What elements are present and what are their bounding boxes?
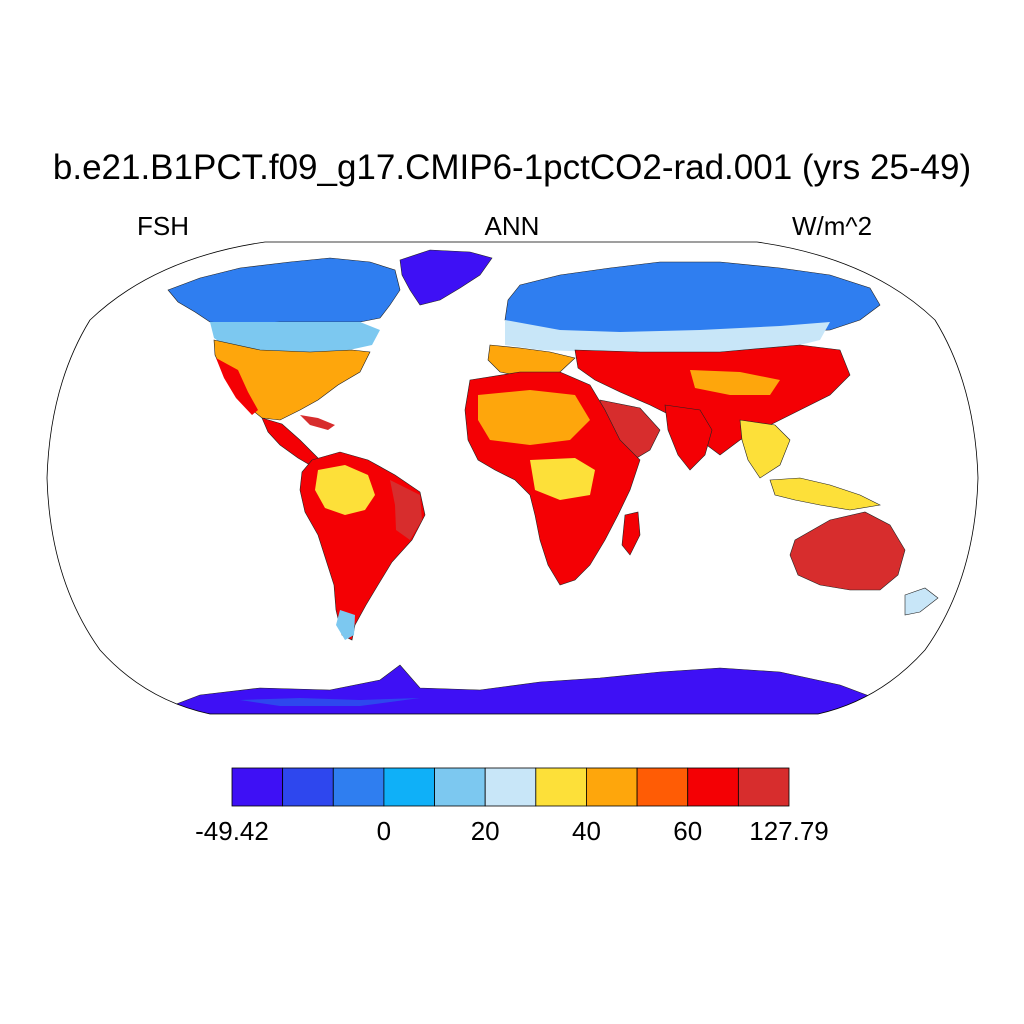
north-america-mid	[210, 322, 380, 355]
colorbar-label-1: 0	[376, 816, 392, 846]
africa-sahara	[478, 390, 590, 445]
antarctica-coast	[240, 698, 420, 706]
caribbean	[300, 415, 335, 430]
north-america-north	[167, 257, 401, 325]
asia-plateau	[690, 370, 780, 395]
colorbar-box-10	[737, 767, 790, 807]
colorbar-box-6	[535, 767, 587, 807]
eurasia-mid	[505, 320, 830, 352]
colorbar-label-3: 40	[571, 816, 601, 846]
colorbar-box-3	[383, 767, 435, 807]
indonesia	[769, 477, 881, 511]
plot-title: b.e21.B1PCT.f09_g17.CMIP6-1pctCO2-rad.00…	[52, 148, 972, 187]
southeast-asia	[739, 419, 791, 479]
colorbar-box-1	[282, 767, 334, 807]
colorbar-label-5: 127.79	[749, 816, 829, 846]
greenland	[399, 249, 493, 306]
india	[664, 404, 713, 471]
colorbar-box-5	[484, 767, 537, 807]
south-america-tip	[336, 610, 355, 640]
africa-equator	[530, 458, 595, 500]
colorbar-label-2: 20	[470, 816, 500, 846]
colorbar-box-9	[687, 767, 739, 807]
new-zealand	[904, 587, 939, 616]
australia	[789, 511, 906, 591]
variable-label: FSH	[137, 211, 189, 241]
map-outline	[46, 241, 979, 715]
colorbar-box-7	[586, 767, 638, 807]
units-label: W/m^2	[792, 211, 873, 241]
south-america-east	[390, 480, 422, 540]
colorbar-box-2	[332, 767, 385, 807]
colorbar-label-0: -49.42	[195, 816, 269, 846]
north-america-southwest	[216, 358, 258, 415]
madagascar	[621, 511, 641, 556]
south-america-interior	[315, 465, 375, 515]
colorbar-box-4	[434, 767, 486, 807]
colorbar-box-0	[231, 767, 284, 807]
season-label: ANN	[484, 211, 540, 241]
colorbar-box-8	[636, 767, 689, 807]
colorbar-label-4: 60	[673, 816, 703, 846]
